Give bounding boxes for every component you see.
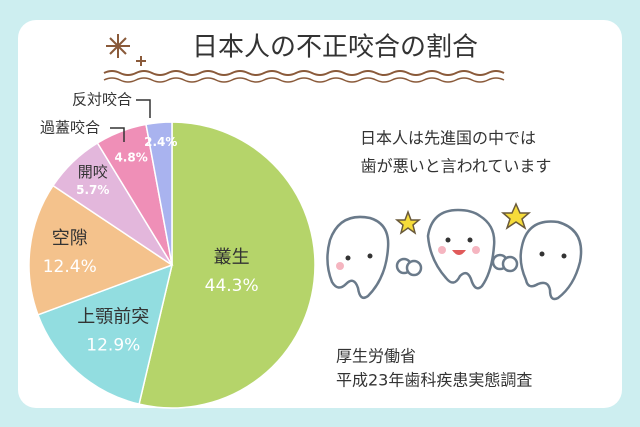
leader-line [136, 99, 151, 118]
slice-label: 叢生 [214, 247, 250, 268]
slice-label: 過蓋咬合 [40, 119, 100, 137]
slice-value: 2.4% [144, 135, 177, 149]
teeth-illustration [326, 208, 583, 301]
pie-slice [28, 184, 174, 316]
leader-line [110, 127, 125, 142]
source: 厚生労働省 [336, 347, 416, 366]
slice-label: 開咬 [78, 163, 108, 181]
slice-label: 反対咬合 [72, 91, 132, 109]
slice-value: 12.4% [43, 257, 97, 277]
annotation: 歯が悪いと言われています [361, 157, 552, 176]
slice-value: 44.3% [205, 276, 259, 296]
slice-value: 4.8% [114, 151, 147, 165]
pie-slice [145, 121, 173, 266]
annotation: 日本人は先進国の中では [360, 129, 536, 148]
faces [336, 237, 567, 270]
title-underline [103, 77, 505, 83]
sparkle [106, 34, 146, 66]
source: 平成23年歯科疾患実態調査 [336, 371, 532, 390]
pie-slice [37, 263, 174, 406]
title-underline [103, 70, 505, 76]
slice-value: 12.9% [86, 335, 140, 355]
slice-value: 5.7% [76, 183, 109, 197]
stars [394, 202, 532, 235]
slice-label: 上顎前突 [77, 306, 149, 327]
slice-label: 空隙 [52, 228, 88, 249]
title: 日本人の不正咬合の割合 [192, 33, 478, 63]
pie-slice [138, 121, 316, 409]
pie: 叢生 44.3% 上顎前突 12.9% 空隙 12.4% 開咬 5.7% 過蓋咬合 4.8% 反対咬… [28, 91, 316, 409]
